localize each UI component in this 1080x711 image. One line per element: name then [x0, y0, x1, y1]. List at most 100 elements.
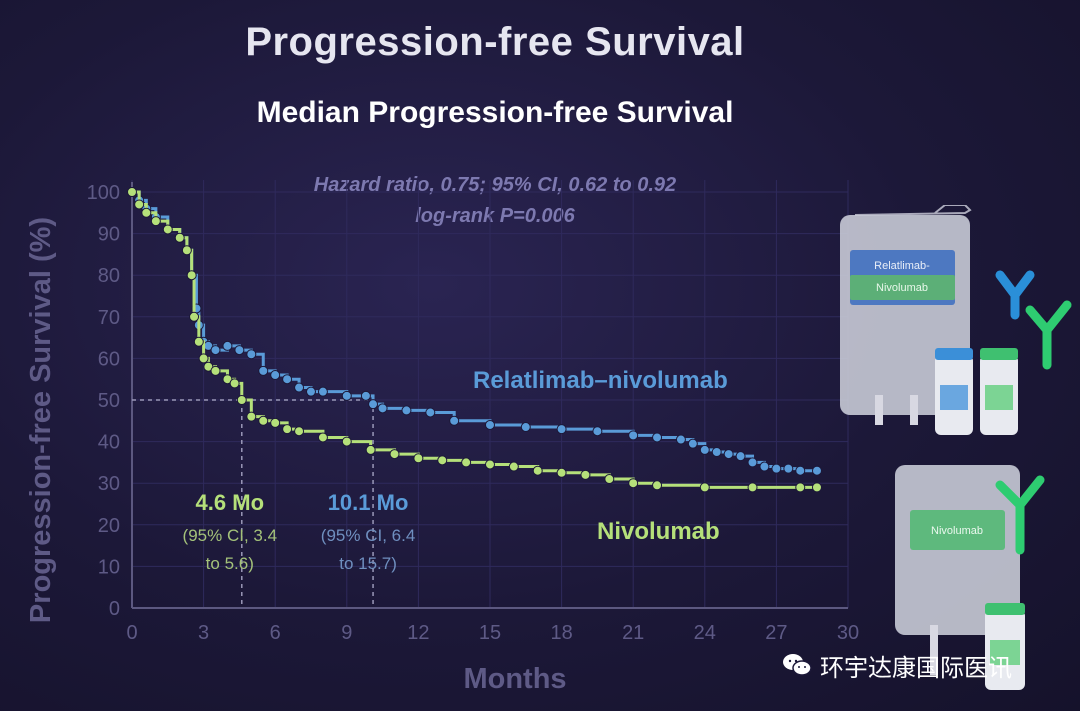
series-line-nivolumab: [132, 190, 817, 489]
y-tick-label: 60: [98, 348, 120, 370]
x-tick-label: 21: [622, 622, 644, 644]
bag2-label: Nivolumab: [931, 525, 983, 537]
x-tick-label: 30: [837, 622, 859, 644]
data-point: [628, 430, 639, 441]
bag1-label-bottom: Nivolumab: [876, 282, 928, 294]
data-point: [437, 455, 448, 466]
y-tick-label: 10: [98, 556, 120, 578]
x-tick-label: 6: [270, 622, 281, 644]
data-point: [783, 463, 794, 474]
data-point: [461, 457, 472, 468]
watermark: 环宇达康国际医讯: [782, 650, 1012, 682]
x-axis-label: Months: [463, 663, 566, 695]
watermark-text: 环宇达康国际医讯: [820, 653, 1012, 682]
x-tick-label: 9: [341, 622, 352, 644]
y-tick-label: 40: [98, 432, 120, 454]
median-nivo-value: 4.6 Mo: [196, 490, 264, 515]
median-relat-ci-line2: to 15.7): [339, 554, 397, 573]
x-tick-label: 24: [694, 622, 716, 644]
data-point: [162, 224, 173, 235]
y-tick-label: 70: [98, 307, 120, 329]
data-point: [246, 349, 257, 360]
data-point: [294, 426, 305, 437]
x-tick-label: 3: [198, 622, 209, 644]
y-tick-label: 50: [98, 390, 120, 412]
data-point: [377, 403, 388, 414]
data-point: [189, 311, 200, 322]
data-point: [282, 374, 293, 385]
data-point: [413, 453, 424, 464]
x-tick-label: 15: [479, 622, 501, 644]
data-point: [449, 415, 460, 426]
series-label-relatlimab-nivolumab: Relatlimab–nivolumab: [473, 367, 728, 394]
data-point: [508, 461, 519, 472]
data-point: [150, 216, 161, 227]
data-point: [628, 478, 639, 489]
data-point: [282, 424, 293, 435]
hazard-ratio-text: Hazard ratio, 0.75; 95% CI, 0.62 to 0.92: [313, 174, 677, 196]
data-point: [270, 417, 281, 428]
data-point: [811, 482, 822, 493]
data-point: [193, 336, 204, 347]
bag1-label-top: Relatlimab-: [874, 260, 930, 272]
median-nivo-ci-line1: (95% CI, 3.4: [183, 526, 278, 545]
data-point: [229, 378, 240, 389]
data-point: [317, 432, 328, 443]
data-point: [174, 232, 185, 243]
data-point: [711, 447, 722, 457]
data-point: [306, 386, 316, 397]
data-point: [365, 444, 376, 455]
series-label-nivolumab: Nivolumab: [597, 518, 720, 545]
data-point: [401, 405, 412, 416]
data-point: [425, 407, 436, 418]
data-point: [258, 365, 269, 376]
data-point: [747, 457, 758, 468]
y-tick-label: 90: [98, 224, 120, 246]
data-point: [556, 424, 567, 435]
data-point: [246, 411, 257, 422]
data-point: [258, 415, 269, 426]
chart-title: Progression-free Survival: [245, 20, 745, 64]
data-point: [134, 199, 145, 210]
logrank-text: log-rank P=0.006: [415, 205, 575, 227]
y-tick-label: 80: [98, 265, 120, 287]
data-point: [368, 399, 379, 410]
data-point: [735, 451, 746, 462]
data-point: [198, 353, 209, 364]
data-point: [699, 482, 710, 493]
x-tick-label: 0: [126, 622, 137, 644]
x-tick-label: 18: [550, 622, 572, 644]
data-point: [687, 438, 698, 449]
data-point: [811, 465, 822, 476]
median-nivo-ci-line2: to 5.6): [206, 554, 254, 573]
data-point: [759, 461, 770, 472]
chart-subtitle: Median Progression-free Survival: [256, 96, 734, 129]
data-point: [795, 465, 806, 476]
data-point: [771, 463, 782, 474]
data-point: [127, 187, 137, 197]
data-point: [389, 449, 400, 460]
data-point: [317, 386, 328, 397]
data-point: [747, 482, 758, 493]
data-point: [360, 390, 371, 401]
data-point: [181, 245, 192, 256]
y-tick-label: 100: [87, 182, 120, 204]
y-tick-label: 20: [98, 515, 120, 537]
data-point: [485, 459, 495, 470]
data-point: [210, 345, 221, 356]
data-point: [141, 207, 152, 218]
data-point: [604, 474, 615, 485]
data-point: [699, 444, 710, 455]
data-point: [556, 467, 567, 478]
median-relat-value: 10.1 Mo: [328, 490, 409, 515]
data-point: [592, 426, 603, 437]
data-point: [270, 370, 281, 381]
data-point: [236, 395, 247, 405]
data-point: [532, 465, 543, 476]
data-point: [341, 436, 352, 447]
y-tick-label: 30: [98, 473, 120, 495]
iv-bag-nivo-image: Nivolumab: [895, 465, 1045, 690]
data-point: [234, 345, 245, 356]
median-relat-ci-line1: (95% CI, 6.4: [321, 526, 416, 545]
